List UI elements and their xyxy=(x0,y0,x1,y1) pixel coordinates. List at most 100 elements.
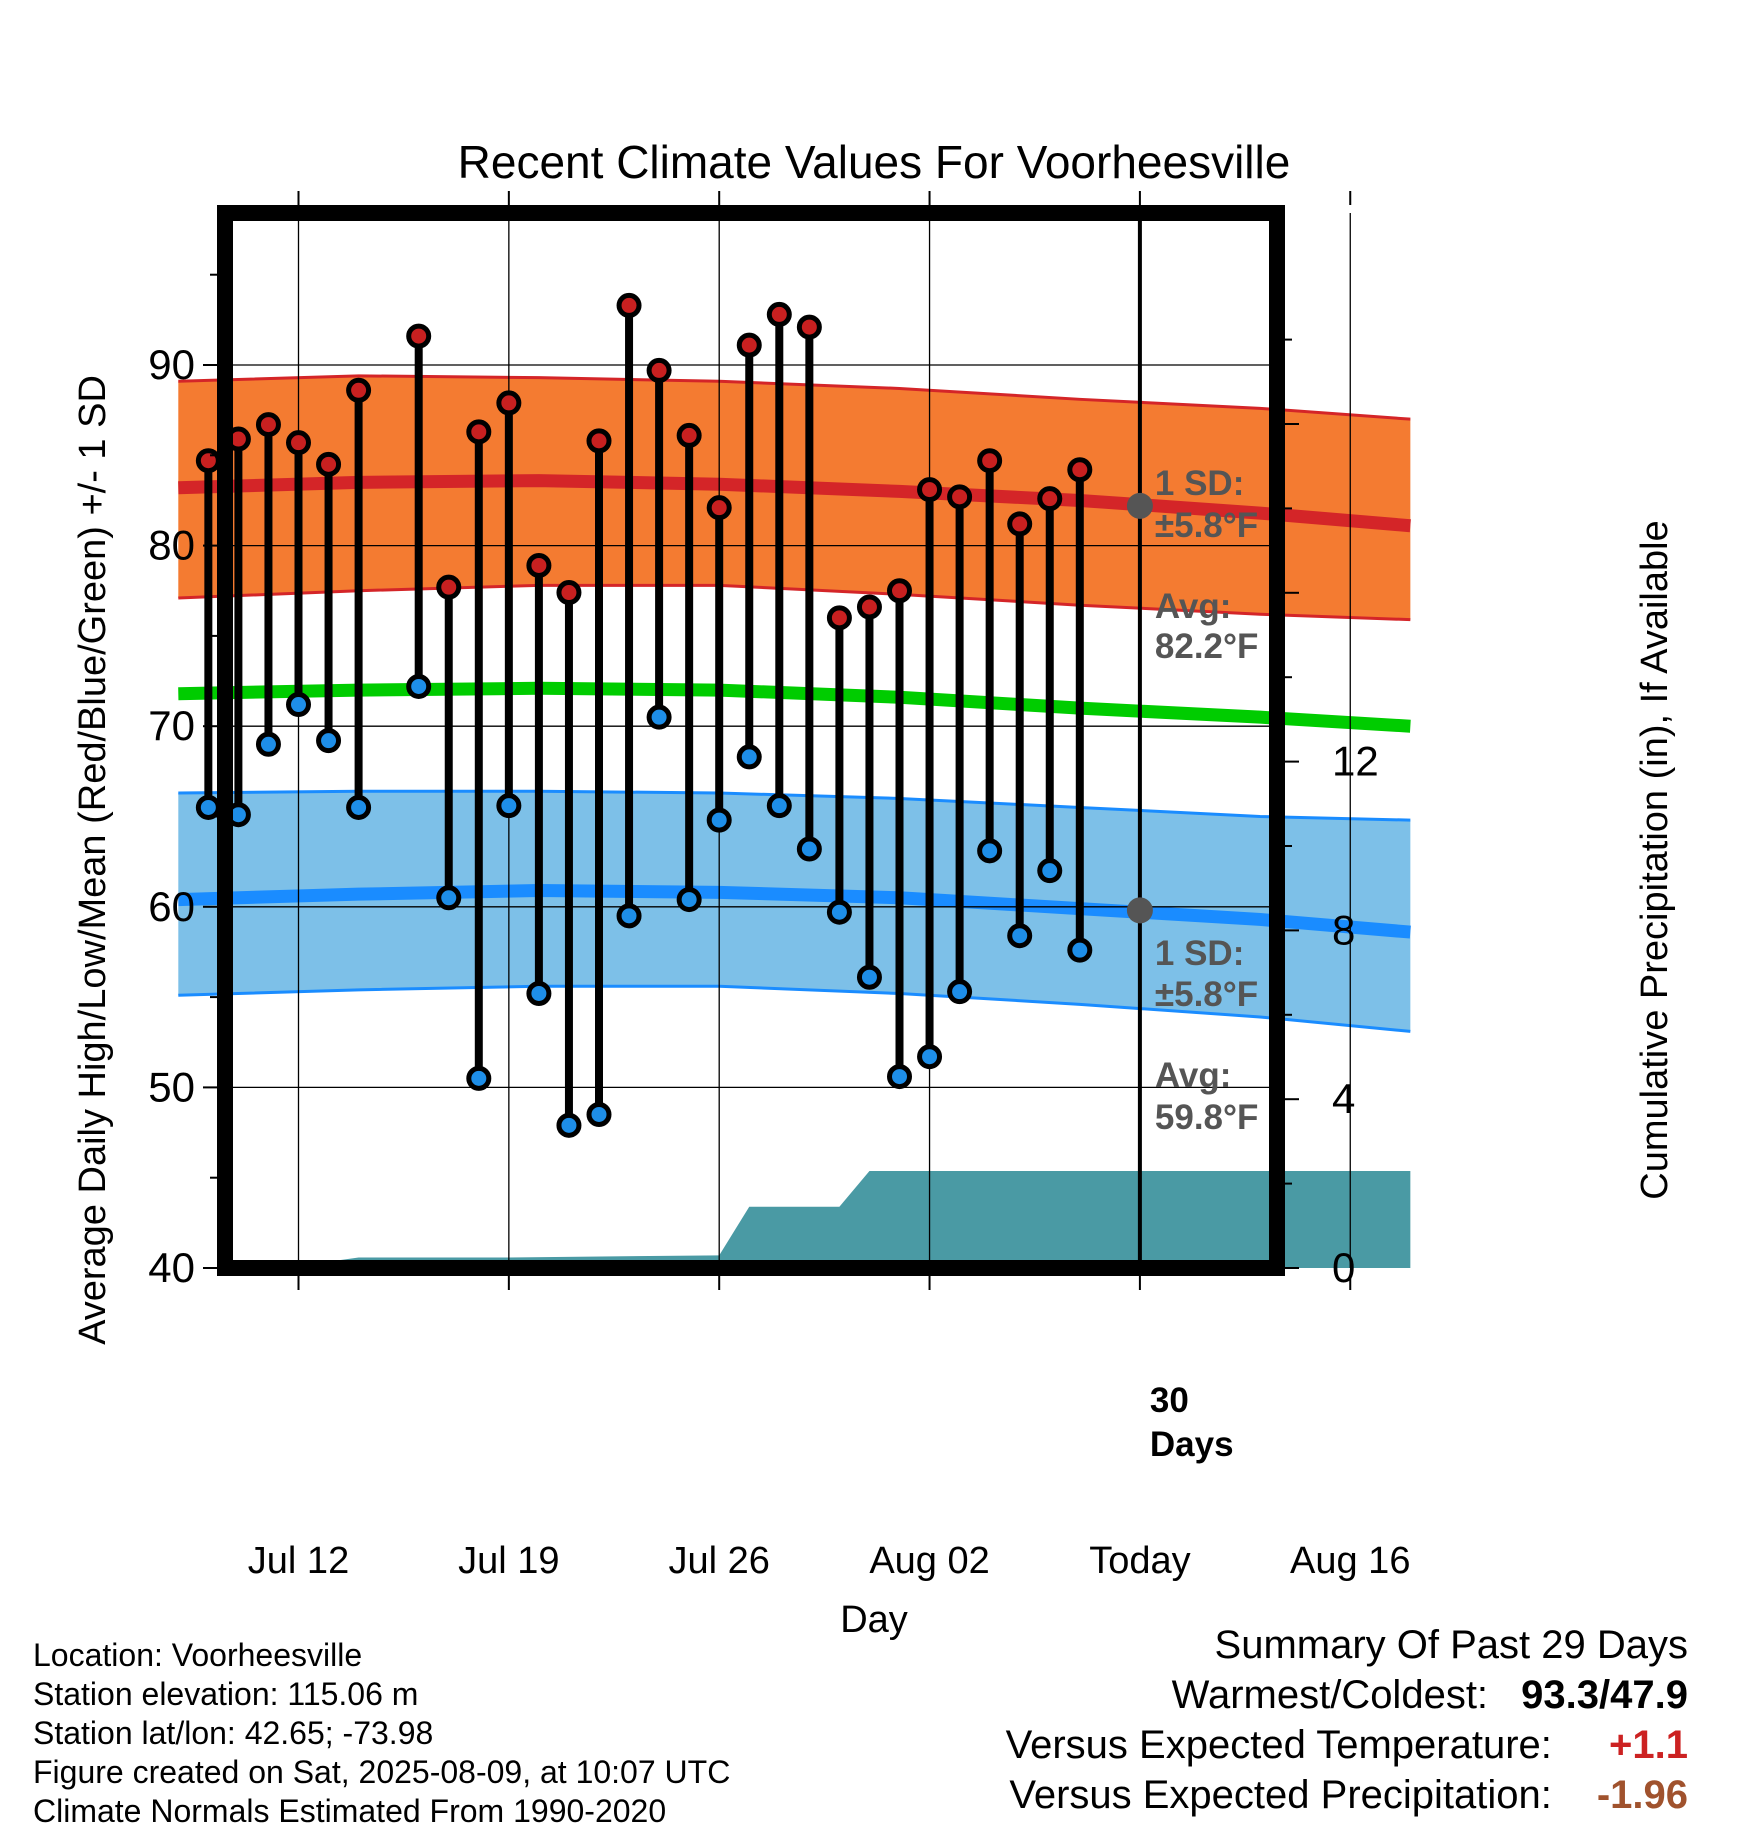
low-sd-label-unit: °F xyxy=(1223,975,1258,1014)
daily-low-point xyxy=(586,1101,612,1127)
y2-tick-label: 0 xyxy=(1332,1244,1355,1291)
daily-low-point xyxy=(977,838,1003,864)
x-tick-label: Aug 02 xyxy=(869,1540,989,1582)
daily-high-point xyxy=(526,552,552,578)
low-avg-label-title: Avg: xyxy=(1155,1056,1231,1095)
daily-low-point xyxy=(1007,923,1033,949)
daily-high-point xyxy=(616,292,642,318)
daily-low-point xyxy=(436,885,462,911)
daily-high-point xyxy=(255,412,281,438)
figure-created: Figure created on Sat, 2025-08-09, at 10… xyxy=(33,1754,731,1790)
temp-departure-row: Versus Expected Temperature: +1.1 xyxy=(1006,1720,1688,1770)
daily-high-point xyxy=(766,301,792,327)
daily-low-point xyxy=(887,1064,912,1090)
high-sd-label-value: ±5.8°F xyxy=(1155,506,1258,545)
daily-high-point xyxy=(947,484,973,510)
daily-low-point xyxy=(316,728,342,754)
daily-low-point xyxy=(766,793,792,819)
daily-high-point xyxy=(346,377,372,403)
station-elevation: Station elevation: 115.06 m xyxy=(33,1676,419,1712)
precip-area xyxy=(178,1170,1411,1268)
station-info: Location: Voorheesville Station elevatio… xyxy=(33,1636,730,1831)
low-avg-label-value: 59.8°F xyxy=(1155,1098,1259,1137)
x-tick-label: Jul 19 xyxy=(458,1540,559,1582)
daily-low-point xyxy=(406,673,432,699)
chart-title: Recent Climate Values For Voorheesville xyxy=(458,136,1291,188)
y-tick-label: 40 xyxy=(148,1244,195,1291)
normal-low-band xyxy=(178,791,1411,1032)
today-low-avg-marker xyxy=(1126,897,1153,924)
daily-low-point xyxy=(346,794,372,820)
x-tick-label: Today xyxy=(1089,1540,1190,1582)
high-avg-label-title: Avg: xyxy=(1155,587,1231,626)
high-avg-label-value: 82.2°F xyxy=(1155,627,1259,666)
high-sd-label-unit: °F xyxy=(1223,506,1258,545)
daily-low-point xyxy=(826,899,852,925)
daily-low-point xyxy=(676,887,702,913)
x-tick-label: Jul 26 xyxy=(668,1540,769,1582)
x-tick-label: Jul 12 xyxy=(248,1540,349,1582)
daily-high-point xyxy=(316,451,342,477)
summary-panel: Summary Of Past 29 Days Warmest/Coldest:… xyxy=(1006,1620,1688,1820)
daily-high-point xyxy=(977,448,1003,474)
high-sd-label-title: 1 SD: xyxy=(1155,464,1244,503)
daily-high-point xyxy=(436,574,462,600)
daily-high-point xyxy=(586,428,612,454)
daily-low-point xyxy=(796,836,822,862)
precip-departure-value: -1.96 xyxy=(1596,1773,1688,1817)
daily-low-point xyxy=(556,1112,582,1138)
daily-high-point xyxy=(887,578,912,604)
daily-high-point xyxy=(706,495,732,521)
daily-low-point xyxy=(646,704,672,730)
y-axis-label: Average Daily High/Low/Mean (Red/Blue/Gr… xyxy=(72,375,114,1345)
precip-departure-label: Versus Expected Precipitation: xyxy=(1009,1773,1552,1817)
y-tick-label: 80 xyxy=(148,522,195,569)
y2-axis-label: Cumulative Precipitation (in), If Availa… xyxy=(1634,520,1676,1199)
daily-high-point xyxy=(646,357,672,383)
y-tick-label: 50 xyxy=(148,1063,195,1110)
daily-low-point xyxy=(255,731,281,757)
daily-high-point xyxy=(796,314,822,340)
daily-high-point xyxy=(1067,457,1093,483)
x-axis-label: Day xyxy=(840,1599,908,1641)
normal-low-lower-line xyxy=(178,984,1411,1033)
daily-high-point xyxy=(736,332,762,358)
daily-low-point xyxy=(917,1044,943,1070)
y2-tick-label: 8 xyxy=(1332,906,1355,953)
station-location: Location: Voorheesville xyxy=(33,1637,363,1673)
daily-low-point xyxy=(1037,858,1063,884)
days-label-number: 30 xyxy=(1150,1381,1189,1420)
climate-normals: Climate Normals Estimated From 1990-2020 xyxy=(33,1793,667,1829)
today-high-avg-marker xyxy=(1126,492,1153,519)
low-avg-label-unit: °F xyxy=(1223,1098,1258,1137)
daily-low-point xyxy=(1067,937,1093,963)
daily-high-point xyxy=(556,580,582,606)
precip-departure-row: Versus Expected Precipitation: -1.96 xyxy=(1006,1770,1688,1820)
low-sd-label-title: 1 SD: xyxy=(1155,934,1244,973)
daily-low-point xyxy=(496,793,522,819)
daily-high-point xyxy=(406,323,432,349)
daily-low-point xyxy=(286,692,311,718)
daily-high-point xyxy=(466,419,492,445)
daily-low-point xyxy=(195,794,221,820)
summary-title: Summary Of Past 29 Days xyxy=(1214,1623,1688,1667)
station-latlon: Station lat/lon: 42.65; -73.98 xyxy=(33,1715,434,1751)
daily-high-point xyxy=(676,422,702,448)
daily-low-point xyxy=(706,807,732,833)
y-tick-label: 70 xyxy=(148,702,195,749)
daily-low-point xyxy=(856,964,882,990)
normal-low-avg-line xyxy=(178,884,1411,939)
low-sd-label-value: ±5.8°F xyxy=(1155,975,1258,1014)
daily-high-point xyxy=(496,390,522,416)
daily-high-point xyxy=(1007,511,1033,537)
y2-tick-label: 4 xyxy=(1332,1075,1355,1122)
x-tick-label: Aug 16 xyxy=(1290,1540,1410,1582)
warmest-coldest-value: 93.3/47.9 xyxy=(1521,1673,1688,1717)
daily-high-point xyxy=(856,594,882,620)
daily-high-point xyxy=(917,477,943,503)
high-avg-label-unit: °F xyxy=(1223,627,1258,666)
daily-high-point xyxy=(1037,486,1063,512)
daily-low-point xyxy=(526,980,552,1006)
